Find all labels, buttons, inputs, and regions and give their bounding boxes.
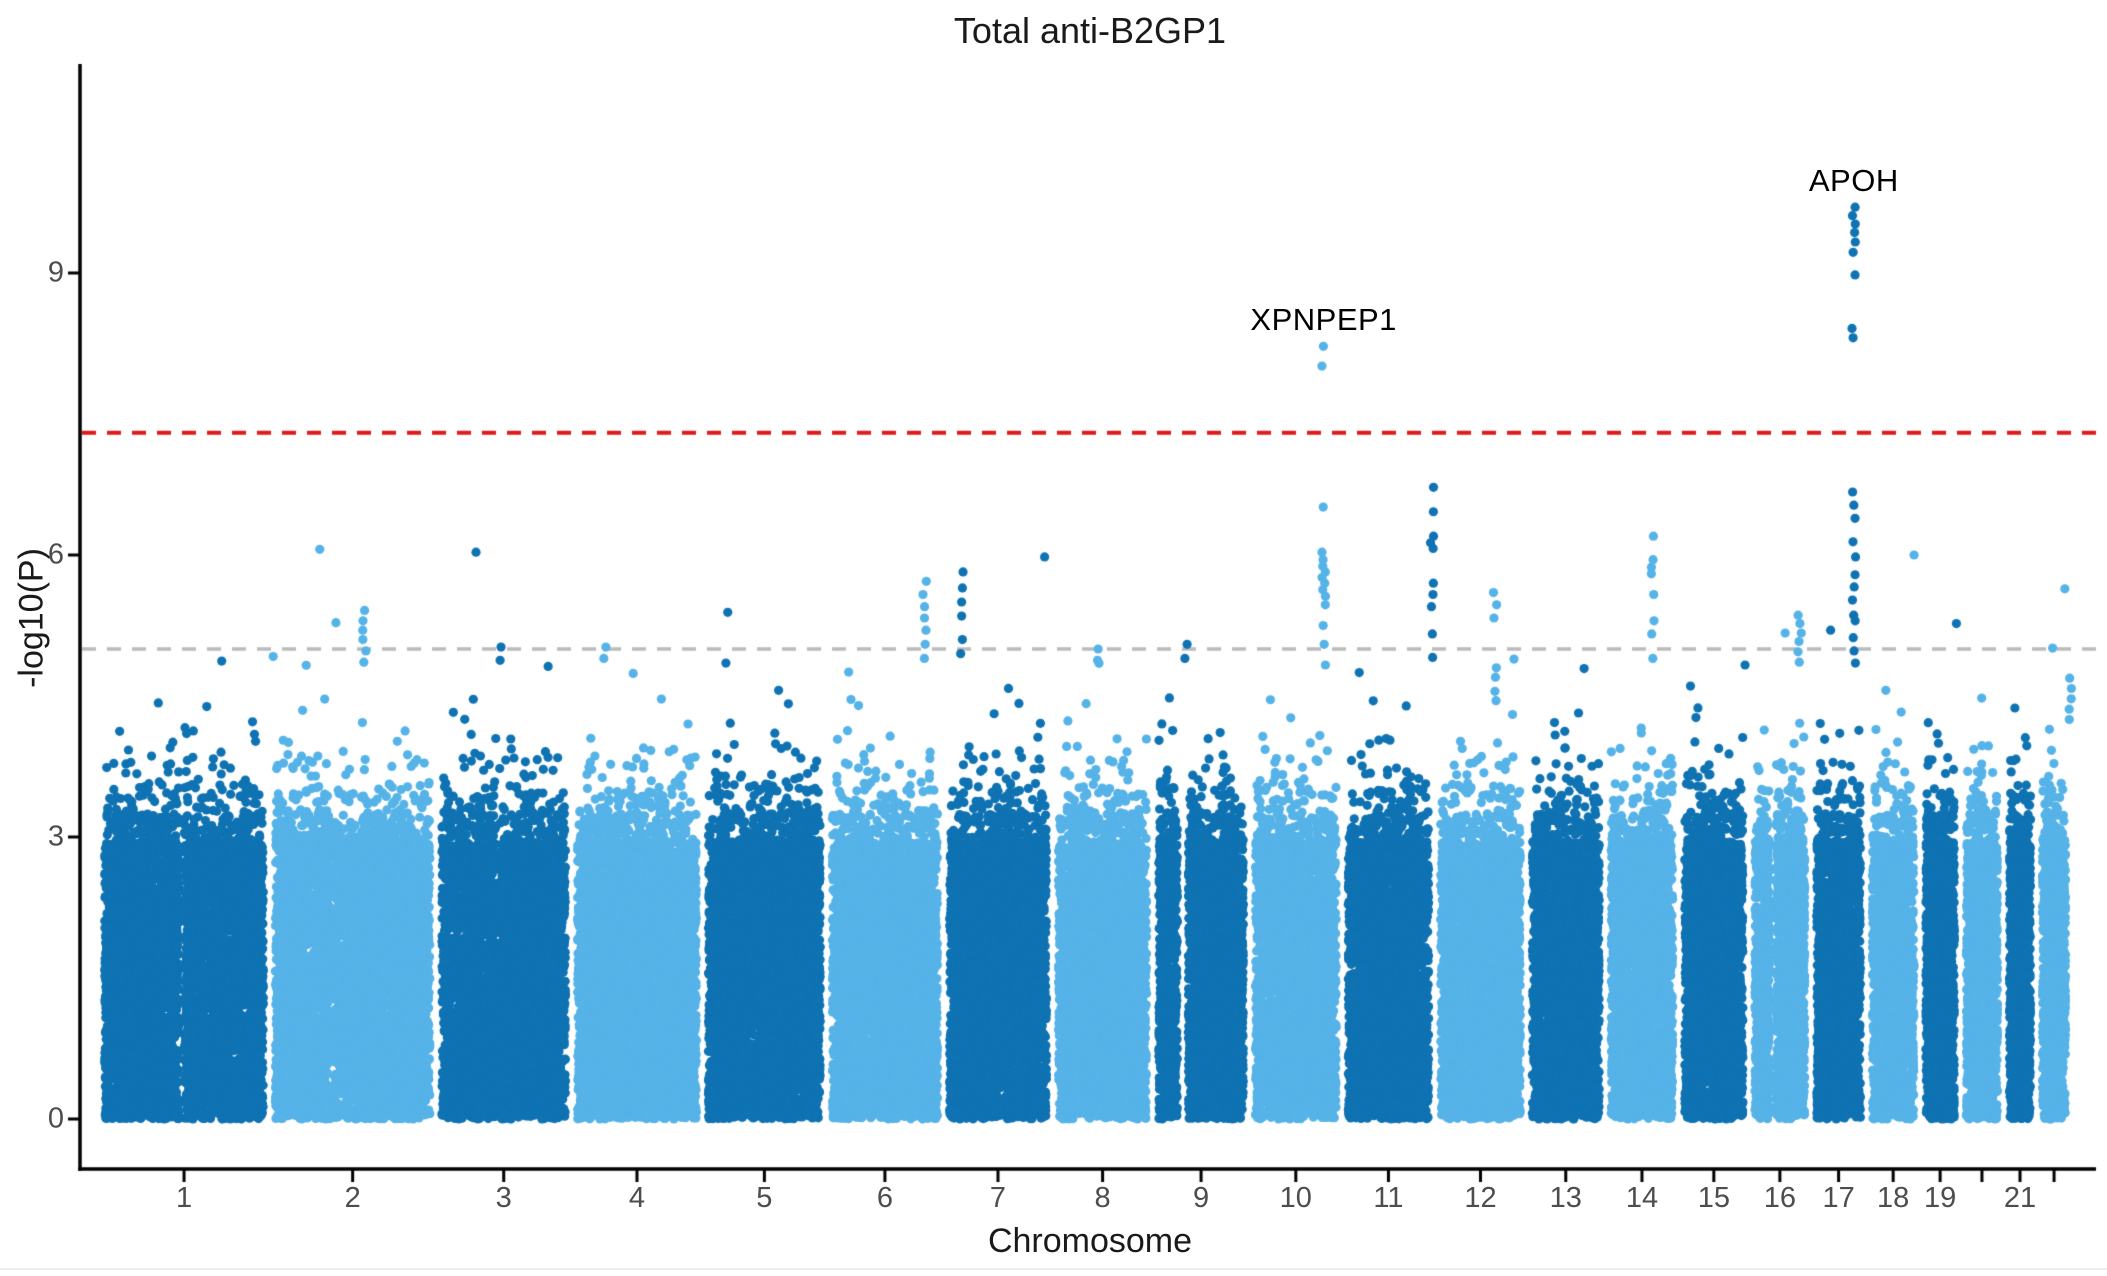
x-tick-label: 1: [175, 1182, 193, 1214]
x-tick-label: 5: [756, 1182, 773, 1214]
x-tick-label: 18: [1877, 1182, 1910, 1214]
y-axis-label: -log10(P): [12, 548, 51, 688]
x-tick-label: 15: [1697, 1182, 1730, 1214]
x-tick-label: 6: [876, 1182, 893, 1214]
x-tick-label: 10: [1279, 1182, 1312, 1214]
y-tick-label: 0: [47, 1102, 64, 1135]
y-tick-label: 9: [47, 256, 64, 289]
y-tick-label: 3: [47, 820, 64, 853]
x-tick-label: 19: [1923, 1182, 1957, 1214]
x-tick-label: 8: [1094, 1182, 1111, 1214]
x-tick-label: 4: [628, 1182, 646, 1214]
x-axis-label: Chromosome: [987, 1222, 1193, 1260]
x-tick-label: 3: [495, 1182, 512, 1214]
x-tick-label: 21: [2003, 1182, 2037, 1214]
x-tick-label: 16: [1763, 1182, 1796, 1214]
gene-label-xpnpep1: XPNPEP1: [1250, 302, 1397, 338]
x-tick-label: 14: [1625, 1182, 1659, 1214]
x-tick-label: 11: [1373, 1182, 1404, 1214]
x-tick-label: 12: [1464, 1182, 1497, 1214]
bottom-hairline: [0, 1268, 2107, 1270]
y-tick-label: 6: [47, 538, 64, 571]
x-tick-label: 17: [1822, 1182, 1855, 1214]
x-tick-label: 9: [1192, 1182, 1210, 1214]
x-tick-label: 7: [989, 1182, 1007, 1214]
plot-title: Total anti-B2GP1: [953, 10, 1227, 51]
x-tick-label: 13: [1549, 1182, 1582, 1214]
x-tick-label: 2: [344, 1182, 361, 1214]
gene-label-apoh: APOH: [1808, 163, 1899, 199]
